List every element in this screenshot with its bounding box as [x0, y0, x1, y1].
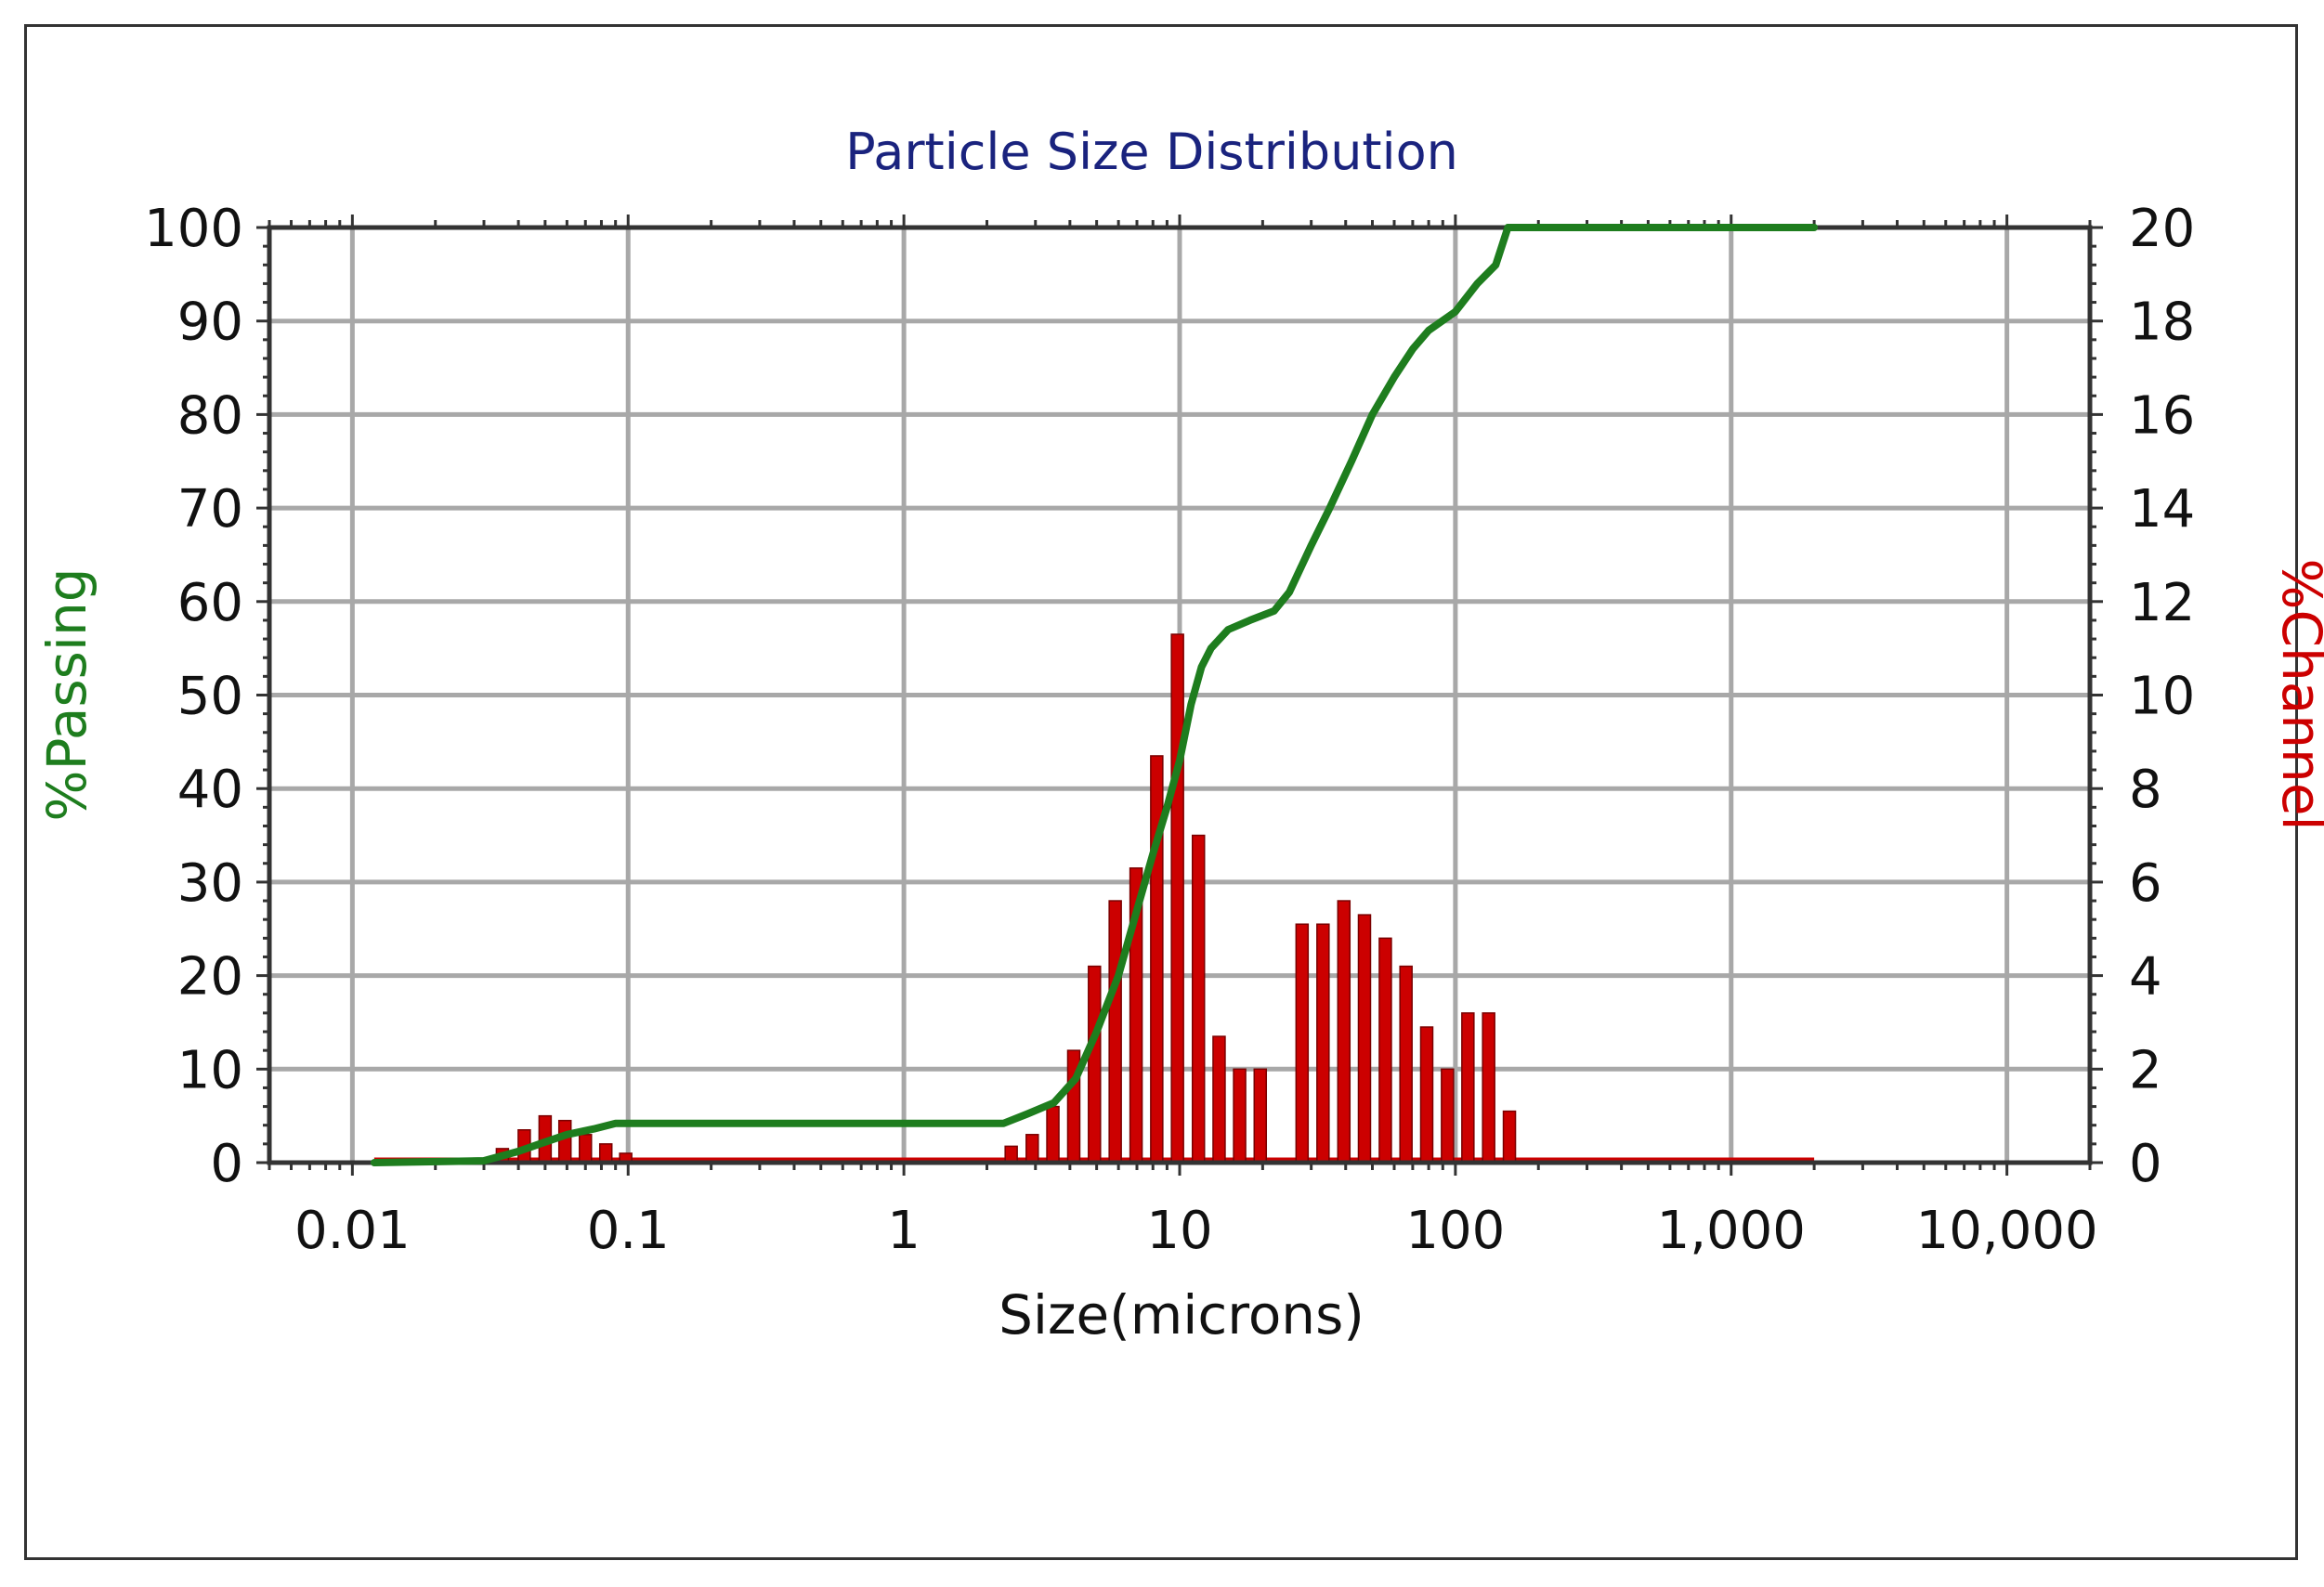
y-left-tick-label: 40 [177, 760, 243, 820]
y-left-tick-label: 100 [144, 199, 243, 259]
channel-bar [1046, 1105, 1060, 1164]
y-left-tick-label: 30 [177, 853, 243, 914]
channel-bar [557, 1119, 572, 1164]
channel-bar [1253, 1068, 1268, 1164]
y-axis-right-label: %Channel [2270, 558, 2324, 830]
passing-line [370, 224, 1819, 1166]
x-tick-label: 10 [1146, 1201, 1212, 1261]
channel-bar [1399, 965, 1413, 1164]
x-tick-label: 0.1 [587, 1201, 670, 1261]
grid-lines [269, 228, 2090, 1163]
channel-bar [1316, 923, 1330, 1164]
x-tick-label: 1,000 [1657, 1201, 1806, 1261]
y-right-tick-label: 8 [2129, 760, 2162, 820]
plot-axes [256, 215, 2103, 1176]
y-right-tick-label: 16 [2129, 385, 2195, 446]
x-tick-label: 100 [1405, 1201, 1505, 1261]
y-left-tick-label: 20 [177, 947, 243, 1008]
y-right-tick-label: 6 [2129, 853, 2162, 914]
channel-bar [1441, 1068, 1455, 1164]
x-tick-label: 10,000 [1916, 1201, 2098, 1261]
y-left-tick-label: 0 [210, 1134, 243, 1194]
y-right-tick-label: 18 [2129, 293, 2195, 353]
y-left-tick-label: 80 [177, 385, 243, 446]
channel-bar [1233, 1068, 1247, 1164]
channel-bar [1378, 937, 1392, 1164]
channel-bar [1502, 1110, 1517, 1164]
passing-curve [370, 224, 1819, 1166]
y-left-tick-label: 60 [177, 573, 243, 633]
channel-bar [1170, 633, 1184, 1164]
channel-bar [1004, 1145, 1018, 1164]
y-right-tick-label: 12 [2129, 573, 2195, 633]
channel-bar [1461, 1012, 1475, 1164]
chart-title: Particle Size Distribution [845, 123, 1458, 181]
channel-bar [579, 1134, 593, 1164]
y-axis-left-label: %Passing [35, 567, 98, 821]
y-right-tick-label: 4 [2129, 947, 2162, 1008]
channel-bar [1088, 965, 1102, 1164]
channel-bar [1357, 914, 1372, 1164]
y-right-tick-label: 2 [2129, 1040, 2162, 1100]
y-left-tick-label: 70 [177, 479, 243, 540]
y-left-tick-label: 10 [177, 1040, 243, 1100]
channel-bars [373, 633, 1815, 1164]
channel-bar [1295, 923, 1310, 1164]
y-left-tick-label: 90 [177, 293, 243, 353]
channel-bar [1108, 900, 1122, 1164]
channel-bar [1212, 1035, 1226, 1164]
x-axis-label: Size(microns) [999, 1283, 1364, 1346]
tick-labels: 0 10 20 30 40 50 60 70 80 90 100 0 2 4 6 8 10 12 14 16 18 20 0… [144, 199, 2195, 1261]
y-right-tick-label: 10 [2129, 667, 2195, 727]
channel-bar [1191, 834, 1206, 1164]
x-tick-label: 0.01 [294, 1201, 411, 1261]
channel-bar [1025, 1134, 1039, 1164]
y-left-tick-label: 50 [177, 667, 243, 727]
channel-bar [1337, 900, 1351, 1164]
y-right-tick-label: 20 [2129, 199, 2195, 259]
channel-bar [1419, 1026, 1434, 1164]
x-tick-label: 1 [887, 1201, 920, 1261]
channel-bar [598, 1143, 613, 1164]
y-right-tick-label: 14 [2129, 479, 2195, 540]
channel-bar [1482, 1012, 1495, 1164]
y-right-tick-label: 0 [2129, 1134, 2162, 1194]
